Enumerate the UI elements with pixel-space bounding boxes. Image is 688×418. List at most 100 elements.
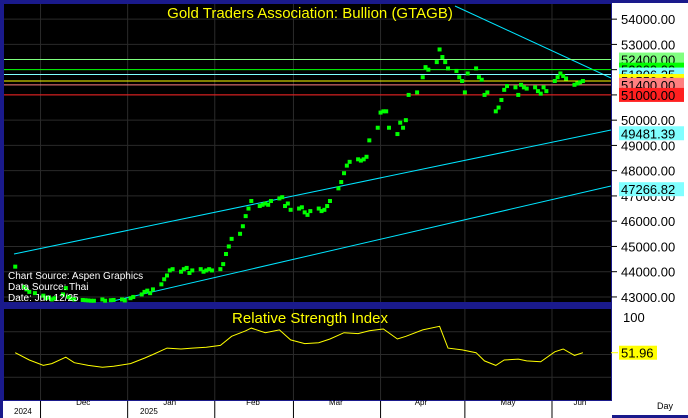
price-point — [170, 267, 175, 272]
price-point — [564, 76, 569, 81]
price-point — [122, 298, 127, 303]
price-point — [434, 60, 439, 65]
price-point — [457, 75, 462, 80]
price-point — [437, 47, 442, 52]
price-point — [356, 157, 361, 162]
price-point — [268, 198, 273, 203]
price-point — [221, 262, 226, 267]
x-tick-label: Dec — [76, 398, 90, 407]
price-point — [482, 92, 487, 97]
price-point — [46, 295, 51, 300]
price-markers — [13, 47, 585, 303]
price-point — [454, 68, 459, 73]
price-point — [198, 267, 203, 272]
y-tick-label: 48000.00 — [621, 164, 675, 179]
price-point — [516, 92, 521, 97]
x-tick-label: Apr — [415, 398, 428, 407]
price-point — [111, 297, 116, 302]
level-badge — [619, 182, 684, 197]
price-point — [299, 205, 304, 210]
y-tick-label: 43000.00 — [621, 290, 675, 305]
price-point — [401, 125, 406, 130]
price-point — [204, 268, 209, 273]
price-point — [533, 85, 538, 90]
rsi-y-tick-100: 100 — [623, 310, 645, 325]
price-point — [378, 110, 383, 115]
price-point — [224, 252, 229, 257]
price-point — [524, 86, 529, 91]
price-point — [288, 207, 293, 212]
price-point — [24, 287, 29, 292]
price-point — [541, 85, 546, 90]
price-point — [139, 292, 144, 297]
price-point — [358, 158, 363, 163]
price-point — [61, 292, 66, 297]
x-tick-label: May — [500, 398, 515, 407]
price-point — [100, 297, 105, 302]
price-point — [381, 109, 386, 114]
price-point — [485, 90, 490, 95]
price-point — [131, 294, 136, 299]
x-axis-ticks: Dec Jan Feb Mar Apr May Jun — [40, 398, 586, 418]
price-point — [120, 297, 125, 302]
price-point — [555, 75, 560, 80]
price-point — [426, 67, 431, 72]
price-point — [80, 297, 85, 302]
level-badge-label: 51000.00 — [621, 88, 675, 103]
lower-channel-line — [112, 185, 612, 302]
price-point — [44, 296, 49, 301]
price-point — [386, 125, 391, 130]
price-point — [423, 65, 428, 70]
price-point — [49, 297, 54, 302]
price-point — [162, 277, 167, 282]
price-point — [446, 66, 451, 71]
year-label-2024: 2024 — [14, 407, 32, 416]
price-point — [465, 71, 470, 76]
price-point — [460, 79, 465, 84]
price-point — [552, 79, 557, 84]
rsi-title: Relative Strength Index — [232, 310, 388, 327]
price-point — [535, 89, 540, 94]
price-point — [142, 289, 147, 294]
price-point — [544, 89, 549, 94]
level-badge-label: 47266.82 — [621, 182, 675, 197]
price-point — [364, 154, 369, 159]
price-panel — [4, 4, 611, 302]
price-point — [86, 298, 91, 303]
price-point — [69, 296, 74, 301]
chart-title: Gold Traders Association: Bullion (GTAGB… — [167, 5, 453, 22]
price-point — [277, 196, 282, 201]
price-point — [184, 265, 189, 270]
price-point — [201, 269, 206, 274]
price-point — [63, 286, 68, 291]
price-point — [519, 82, 524, 87]
price-point — [167, 268, 172, 273]
price-point — [266, 202, 271, 207]
price-point — [575, 81, 580, 86]
price-point — [13, 264, 18, 269]
price-point — [367, 138, 372, 143]
price-point — [145, 288, 150, 293]
descending-trend-line — [454, 5, 612, 79]
price-point — [285, 201, 290, 206]
price-point — [207, 267, 212, 272]
y-tick-label: 45000.00 — [621, 239, 675, 254]
rsi-grid — [4, 309, 611, 400]
price-point — [27, 289, 32, 294]
price-point — [218, 267, 223, 272]
source-line-1: Chart Source: Aspen Graphics — [8, 271, 143, 282]
price-point — [361, 157, 366, 162]
price-point — [443, 60, 448, 65]
price-point — [339, 180, 344, 185]
price-point — [246, 206, 251, 211]
price-point — [257, 204, 262, 209]
price-point — [243, 214, 248, 219]
price-level-badges: 52400.0052000.0051806.2551550.0051400.00… — [619, 53, 684, 197]
y-tick-label: 49000.00 — [621, 138, 675, 153]
price-point — [128, 296, 133, 301]
price-point — [347, 159, 352, 164]
price-point — [505, 84, 510, 89]
source-line-2: Data Source: Thai — [8, 282, 88, 293]
